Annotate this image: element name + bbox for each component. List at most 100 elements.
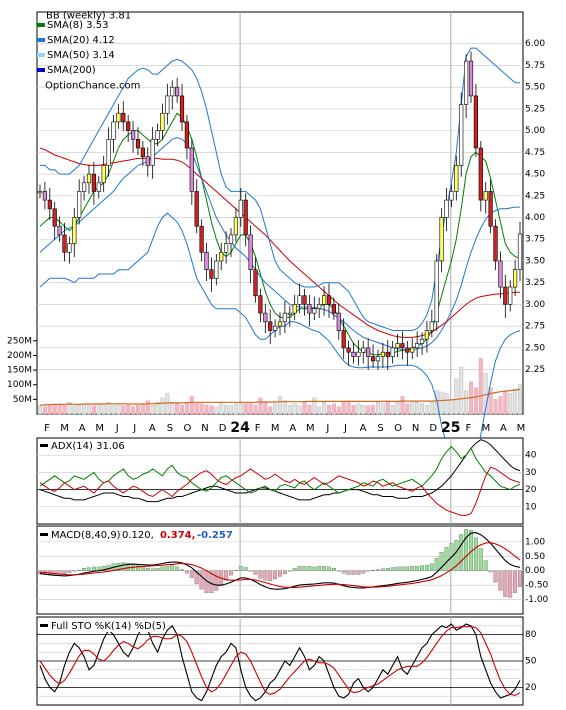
candle-body-12: [96, 182, 101, 192]
adx-label-bg: [38, 439, 132, 453]
sto-line-0: [39, 623, 521, 702]
volume-bar-79: [424, 405, 429, 415]
price-ytick-11: 3.25: [525, 278, 545, 288]
macd-hist-bar-6: [67, 570, 72, 573]
volume-ytick-3: 100M: [7, 380, 32, 390]
candle-body-93: [493, 225, 498, 262]
adx-label: ADX(14) 31.06: [51, 441, 125, 452]
volume-bar-65: [356, 403, 361, 415]
x-tick-11: 24: [230, 420, 250, 436]
candle-body-40: [233, 217, 239, 236]
price-ytick-14: 2.50: [525, 343, 545, 353]
macd-hist-bar-69: [376, 569, 380, 571]
macd-hist-bar-27: [170, 565, 175, 571]
volume-bar-21: [140, 403, 145, 415]
macd-hist-bar-82: [439, 552, 444, 571]
price-ytick-7: 4.25: [525, 191, 545, 201]
volume-bar-68: [371, 405, 376, 415]
macd-ytick-4: -1.00: [525, 595, 549, 605]
macd-hist-bar-21: [140, 566, 145, 571]
volume-bar-8: [77, 405, 82, 415]
volume-bar-28: [175, 403, 180, 415]
macd-hist-bar-72: [390, 567, 395, 571]
candle-body-10: [86, 173, 92, 184]
candle-body-4: [57, 225, 62, 236]
volume-bar-9: [82, 403, 87, 415]
volume-bar-19: [131, 406, 136, 415]
legend-swatch-2: [37, 53, 45, 57]
adx-ytick-0: 40: [525, 451, 537, 461]
volume-bar-52: [292, 403, 297, 415]
candle-body-3: [52, 208, 57, 227]
macd-hist-bar-44: [253, 570, 258, 575]
candle-body-27: [170, 86, 175, 97]
price-ytick-10: 3.50: [525, 256, 545, 266]
volume-bar-78: [420, 403, 425, 415]
macd-hist-bar-75: [405, 566, 410, 571]
price-line-sma-20-: [39, 137, 520, 351]
candle-body-44: [253, 269, 258, 297]
volume-bar-64: [351, 405, 356, 415]
volume-bar-98: [518, 384, 523, 415]
macd-hist-bar-8: [77, 569, 82, 571]
macd-hist-bar-70: [380, 568, 385, 571]
volume-bar-31: [189, 396, 194, 415]
volume-bar-96: [508, 393, 513, 415]
macd-hist-bar-66: [361, 570, 366, 574]
macd-hist-bar-78: [420, 565, 424, 571]
candle-body-61: [336, 312, 341, 331]
sto-label: Full STO %K(14) %D(5): [51, 621, 166, 632]
macd-hist-bar-60: [331, 568, 336, 571]
volume-bar-18: [126, 405, 131, 415]
adx-label-swatch: [40, 444, 48, 447]
volume-bar-94: [498, 396, 503, 415]
macd-hist-bar-97: [513, 570, 518, 594]
volume-bar-10: [86, 405, 91, 415]
volume-bar-13: [101, 404, 106, 415]
volume-bar-72: [390, 405, 395, 415]
volume-bar-73: [395, 402, 400, 415]
macd-label-bg: [38, 527, 234, 541]
x-tick-13: M: [271, 423, 280, 434]
volume-bar-5: [62, 405, 67, 415]
volume-bar-39: [228, 405, 233, 415]
macd-hist-bar-98: [518, 570, 522, 587]
stochastic-panel: 80 50 20 Full STO %K(14) %D(5): [36, 616, 537, 706]
volume-bar-40: [233, 403, 238, 415]
volume-bar-50: [282, 400, 287, 415]
candle-body-97: [512, 269, 518, 288]
volume-bar-60: [331, 403, 336, 415]
volume-bar-7: [72, 405, 77, 415]
x-tick-21: N: [412, 423, 419, 434]
candle-body-69: [375, 356, 381, 362]
volume-bar-20: [135, 405, 140, 415]
macd-hist-bar-32: [194, 570, 199, 585]
macd-signal-value: 0.374,: [160, 530, 195, 541]
volume-bar-0: [38, 405, 43, 415]
price-ytick-9: 3.75: [525, 235, 545, 245]
candle-body-5: [62, 234, 67, 253]
macd-hist-bar-55: [307, 566, 312, 571]
candle-body-89: [473, 95, 479, 149]
volume-bar-70: [380, 403, 385, 415]
candle-body-13: [101, 165, 106, 184]
volume-bar-33: [199, 403, 204, 415]
price-ytick-3: 5.25: [525, 104, 545, 114]
volume-bar-15: [111, 405, 116, 415]
macd-hist-bar-5: [62, 570, 67, 575]
x-tick-19: S: [377, 423, 383, 434]
volume-bar-49: [278, 396, 283, 415]
candle-body-65: [356, 351, 361, 357]
volume-bar-11: [91, 405, 96, 415]
candle-body-31: [189, 147, 194, 192]
macd-hist-bar-48: [273, 570, 278, 580]
macd-hist-bar-42: [243, 567, 248, 571]
x-tick-23: 25: [441, 420, 460, 436]
x-tick-24: F: [465, 423, 471, 434]
candle-body-35: [209, 269, 214, 279]
x-tick-12: F: [255, 423, 261, 434]
macd-ytick-0: 1.00: [525, 537, 545, 547]
volume-bar-27: [170, 402, 175, 415]
macd-line-0: [39, 532, 521, 590]
sto-ytick-1: 50: [525, 657, 537, 667]
